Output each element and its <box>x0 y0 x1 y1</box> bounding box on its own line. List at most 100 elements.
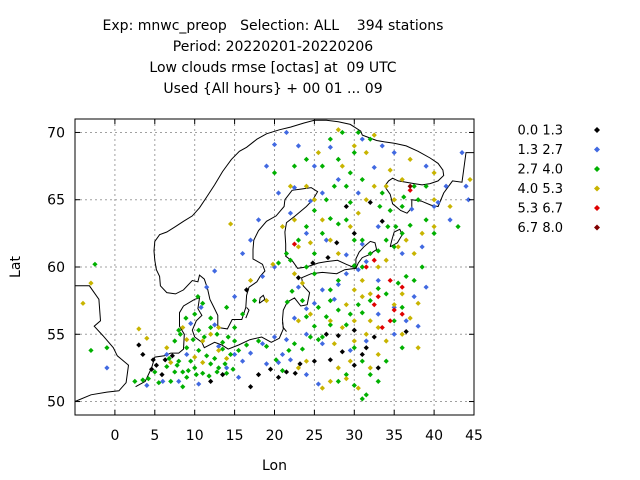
data-point-series-2 <box>206 373 211 378</box>
data-point-series-1 <box>288 211 293 216</box>
data-point-series-2 <box>352 150 357 155</box>
data-point-series-2 <box>296 237 301 242</box>
data-point-series-3 <box>136 326 141 331</box>
data-point-series-0 <box>268 367 273 372</box>
data-point-series-2 <box>214 332 219 337</box>
data-point-series-2 <box>196 328 201 333</box>
data-point-series-3 <box>416 345 421 350</box>
data-point-series-3 <box>384 184 389 189</box>
x-tick-label: 25 <box>305 428 323 444</box>
data-point-series-2 <box>304 157 309 162</box>
data-point-series-2 <box>180 384 185 389</box>
data-point-series-0 <box>159 372 164 377</box>
data-point-series-2 <box>304 224 309 229</box>
data-point-series-3 <box>224 356 229 361</box>
data-point-series-3 <box>308 311 313 316</box>
data-point-series-0 <box>276 375 281 380</box>
data-point-series-3 <box>336 127 341 132</box>
data-point-series-2 <box>396 281 401 286</box>
data-point-series-3 <box>280 224 285 229</box>
data-point-series-3 <box>412 251 417 256</box>
data-point-series-2 <box>384 291 389 296</box>
data-point-series-3 <box>328 237 333 242</box>
data-point-series-0 <box>360 352 365 357</box>
data-point-series-2 <box>420 264 425 269</box>
y-axis-label: Lat <box>8 256 24 278</box>
legend-marker <box>594 225 600 231</box>
data-point-series-2 <box>132 379 137 384</box>
data-point-series-3 <box>392 302 397 307</box>
data-point-series-3 <box>368 318 373 323</box>
data-point-series-1 <box>296 285 301 290</box>
data-point-series-2 <box>384 359 389 364</box>
data-point-series-0 <box>312 359 317 364</box>
data-point-series-2 <box>360 359 365 364</box>
data-point-series-2 <box>184 375 189 380</box>
data-point-series-2 <box>280 368 285 373</box>
data-point-series-1 <box>380 143 385 148</box>
data-point-series-2 <box>360 396 365 401</box>
legend-marker <box>594 147 600 153</box>
data-point-series-2 <box>208 325 213 330</box>
data-point-series-3 <box>368 291 373 296</box>
data-point-series-2 <box>200 371 205 376</box>
data-point-series-1 <box>248 351 253 356</box>
legend-label: 4.0 5.3 <box>518 182 563 197</box>
data-point-series-1 <box>296 143 301 148</box>
data-point-series-3 <box>384 338 389 343</box>
data-point-series-2 <box>316 305 321 310</box>
data-point-series-3 <box>312 197 317 202</box>
coastline <box>356 241 377 268</box>
data-point-series-3 <box>320 385 325 390</box>
data-point-series-1 <box>432 204 437 209</box>
data-point-series-2 <box>328 137 333 142</box>
data-point-series-2 <box>328 287 333 292</box>
data-point-series-1 <box>284 337 289 342</box>
data-point-series-2 <box>264 344 269 349</box>
data-point-series-3 <box>384 258 389 263</box>
data-point-series-2 <box>356 302 361 307</box>
x-tick-label: 30 <box>345 428 363 444</box>
data-point-series-2 <box>236 348 241 353</box>
data-point-series-5 <box>408 184 413 189</box>
data-point-series-1 <box>260 341 265 346</box>
data-point-series-2 <box>360 237 365 242</box>
data-point-series-3 <box>408 316 413 321</box>
data-point-series-1 <box>212 268 217 273</box>
data-point-series-1 <box>376 278 381 283</box>
data-point-series-1 <box>188 321 193 326</box>
data-point-series-2 <box>184 345 189 350</box>
data-point-series-2 <box>168 379 173 384</box>
y-tick-label: 65 <box>47 193 65 209</box>
data-point-series-1 <box>304 332 309 337</box>
data-point-series-2 <box>188 359 193 364</box>
data-point-series-1 <box>344 271 349 276</box>
data-point-series-1 <box>376 311 381 316</box>
legend-marker <box>594 186 600 192</box>
data-point-series-0 <box>208 379 213 384</box>
data-point-series-2 <box>292 341 297 346</box>
data-point-series-3 <box>228 221 233 226</box>
data-point-series-2 <box>380 190 385 195</box>
data-point-series-1 <box>376 224 381 229</box>
data-point-series-1 <box>424 163 429 168</box>
data-point-series-2 <box>172 369 177 374</box>
data-point-series-4 <box>400 285 405 290</box>
data-point-series-1 <box>264 163 269 168</box>
data-point-series-0 <box>380 219 385 224</box>
data-point-series-0 <box>364 345 369 350</box>
data-points <box>80 127 472 401</box>
data-point-series-2 <box>401 194 406 199</box>
x-tick-label: 45 <box>465 428 483 444</box>
data-point-series-1 <box>435 200 440 205</box>
data-point-series-2 <box>300 298 305 303</box>
y-tick-label: 70 <box>47 125 65 141</box>
data-point-series-0 <box>352 328 357 333</box>
data-point-series-0 <box>284 369 289 374</box>
data-point-series-2 <box>336 221 341 226</box>
data-point-series-3 <box>336 251 341 256</box>
data-point-series-1 <box>420 244 425 249</box>
data-point-series-3 <box>416 301 421 306</box>
data-point-series-1 <box>320 287 325 292</box>
data-point-series-3 <box>388 168 393 173</box>
